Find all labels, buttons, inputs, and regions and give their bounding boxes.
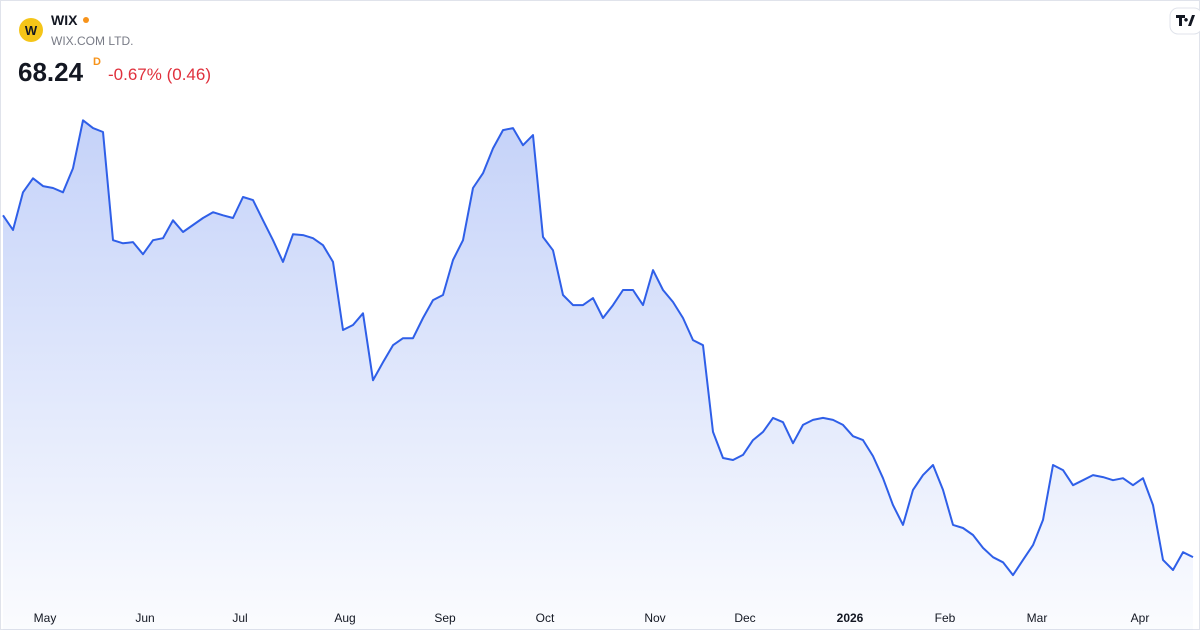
x-tick-label: Oct bbox=[536, 611, 555, 625]
symbol: WIX bbox=[51, 12, 78, 28]
company-name: WIX.COM LTD. bbox=[51, 34, 133, 48]
x-tick-label: Jun bbox=[135, 611, 154, 625]
x-tick-label: Jul bbox=[232, 611, 247, 625]
change: -0.67% (0.46) bbox=[108, 65, 211, 84]
x-tick-label: Apr bbox=[1131, 611, 1150, 625]
logo-letter: W bbox=[25, 23, 38, 38]
status-dot bbox=[83, 17, 89, 23]
x-tick-label: Aug bbox=[334, 611, 355, 625]
x-tick-label: Feb bbox=[935, 611, 956, 625]
x-tick-label: May bbox=[34, 611, 57, 625]
price-line bbox=[2, 119, 1194, 577]
interval: D bbox=[93, 56, 101, 68]
area bbox=[3, 120, 1193, 630]
x-tick-label: 2026 bbox=[837, 611, 864, 625]
tv-logo bbox=[1169, 7, 1200, 35]
x-tick-label: Sep bbox=[434, 611, 456, 625]
price: 68.24 bbox=[18, 57, 84, 87]
x-tick-label: Dec bbox=[734, 611, 755, 625]
logo bbox=[19, 18, 43, 42]
x-tick-label: Mar bbox=[1027, 611, 1048, 625]
x-tick-label: Nov bbox=[644, 611, 665, 625]
